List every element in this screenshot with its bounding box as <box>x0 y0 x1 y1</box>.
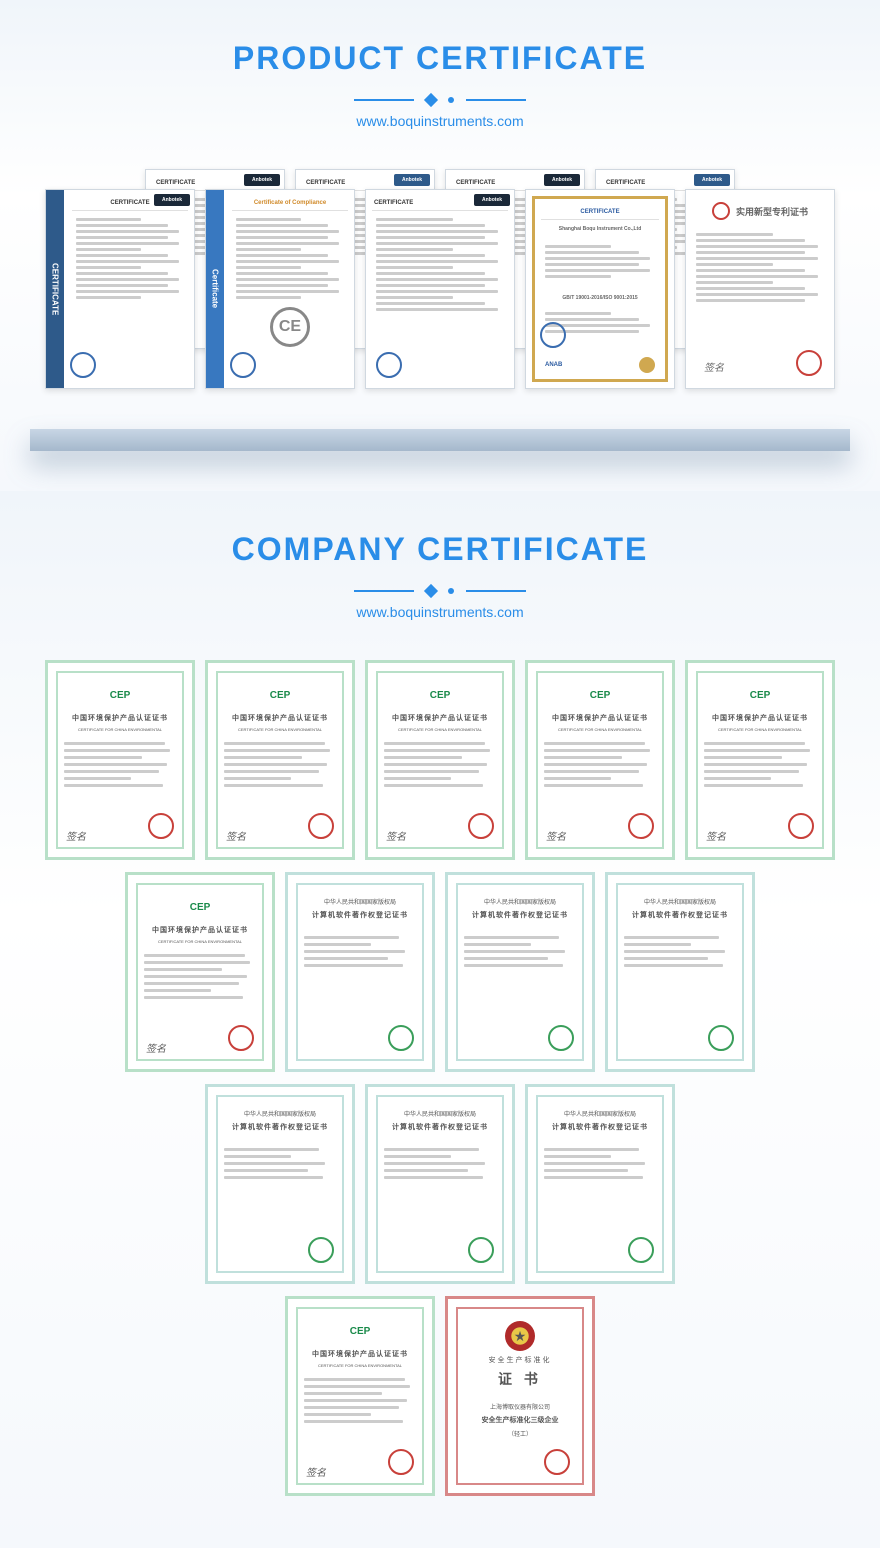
certificate-card: CEP 中国环境保护产品认证证书 CERTIFICATE FOR CHINA E… <box>685 660 835 860</box>
grid-row: CEP 中国环境保护产品认证证书 CERTIFICATE FOR CHINA E… <box>0 660 880 860</box>
section-title: PRODUCT CERTIFICATE <box>0 40 880 77</box>
front-row: CERTIFICATE Anbotek CERTIFICATE Certific… <box>30 189 850 389</box>
certificate-card: CEP 中国环境保护产品认证证书 CERTIFICATE FOR CHINA E… <box>125 872 275 1072</box>
certificate-card: CEP 中国环境保护产品认证证书 CERTIFICATE FOR CHINA E… <box>285 1296 435 1496</box>
website-url: www.boquinstruments.com <box>0 604 880 620</box>
certificate-card: CEP 中国环境保护产品认证证书 CERTIFICATE FOR CHINA E… <box>525 660 675 860</box>
company-certificate-section: COMPANY CERTIFICATE www.boquinstruments.… <box>0 491 880 1548</box>
certificate-card: ★ 安全生产标准化 证 书 上海博取仪器有限公司 安全生产标准化三级企业 （轻工… <box>445 1296 595 1496</box>
certificate-card: CEP 中国环境保护产品认证证书 CERTIFICATE FOR CHINA E… <box>365 660 515 860</box>
website-url: www.boquinstruments.com <box>0 113 880 129</box>
certificate-front: Certificate Certificate of Compliance CE <box>205 189 355 389</box>
grid-row: CEP 中国环境保护产品认证证书 CERTIFICATE FOR CHINA E… <box>0 872 880 1072</box>
certificate-card: 中华人民共和国国家版权局 计算机软件著作权登记证书 <box>205 1084 355 1284</box>
section-title: COMPANY CERTIFICATE <box>0 531 880 568</box>
display-shelf <box>30 429 850 451</box>
grid-row: 中华人民共和国国家版权局 计算机软件著作权登记证书 中华人民共和国国家版权局 计… <box>0 1084 880 1284</box>
certificate-card: 中华人民共和国国家版权局 计算机软件著作权登记证书 <box>285 872 435 1072</box>
certificate-card: 中华人民共和国国家版权局 计算机软件著作权登记证书 <box>445 872 595 1072</box>
certificate-front: CERTIFICATE Anbotek CERTIFICATE <box>45 189 195 389</box>
certificate-stage: Anbotek CERTIFICATE Anbotek CERTIFICATE … <box>30 169 850 429</box>
certificate-card: CEP 中国环境保护产品认证证书 CERTIFICATE FOR CHINA E… <box>205 660 355 860</box>
divider <box>0 586 880 596</box>
certificate-card: 中华人民共和国国家版权局 计算机软件著作权登记证书 <box>525 1084 675 1284</box>
certificate-card: 中华人民共和国国家版权局 计算机软件著作权登记证书 <box>365 1084 515 1284</box>
certificate-card: 中华人民共和国国家版权局 计算机软件著作权登记证书 <box>605 872 755 1072</box>
certificate-grid: CEP 中国环境保护产品认证证书 CERTIFICATE FOR CHINA E… <box>0 660 880 1496</box>
certificate-front: Anbotek CERTIFICATE <box>365 189 515 389</box>
grid-row: CEP 中国环境保护产品认证证书 CERTIFICATE FOR CHINA E… <box>0 1296 880 1496</box>
certificate-front: CERTIFICATE Shanghai Boqu Instrument Co.… <box>525 189 675 389</box>
certificate-card: CEP 中国环境保护产品认证证书 CERTIFICATE FOR CHINA E… <box>45 660 195 860</box>
certificate-front: 实用新型专利证书 签名 <box>685 189 835 389</box>
divider <box>0 95 880 105</box>
product-certificate-section: PRODUCT CERTIFICATE www.boquinstruments.… <box>0 0 880 491</box>
